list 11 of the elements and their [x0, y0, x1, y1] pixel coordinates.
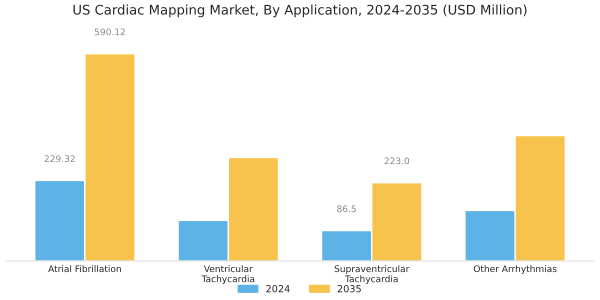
- x-tick-label: Ventricular Tachycardia: [202, 265, 254, 284]
- legend-label: 2024: [266, 285, 290, 292]
- data-label: 229.32: [44, 155, 75, 162]
- data-label: 590.12: [94, 28, 125, 36]
- data-label: 223.0: [384, 157, 410, 164]
- chart-title: US Cardiac Mapping Market, By Application, 2024-2035 (USD Million): [74, 4, 527, 18]
- x-tick-label: Other Arrhythmias: [474, 265, 557, 274]
- x-tick-label: Supraventricular Tachycardia: [334, 265, 410, 284]
- legend-label: 2035: [338, 285, 361, 292]
- data-label: 86.5: [337, 205, 356, 212]
- x-tick-label: Atrial Fibrillation: [48, 265, 121, 272]
